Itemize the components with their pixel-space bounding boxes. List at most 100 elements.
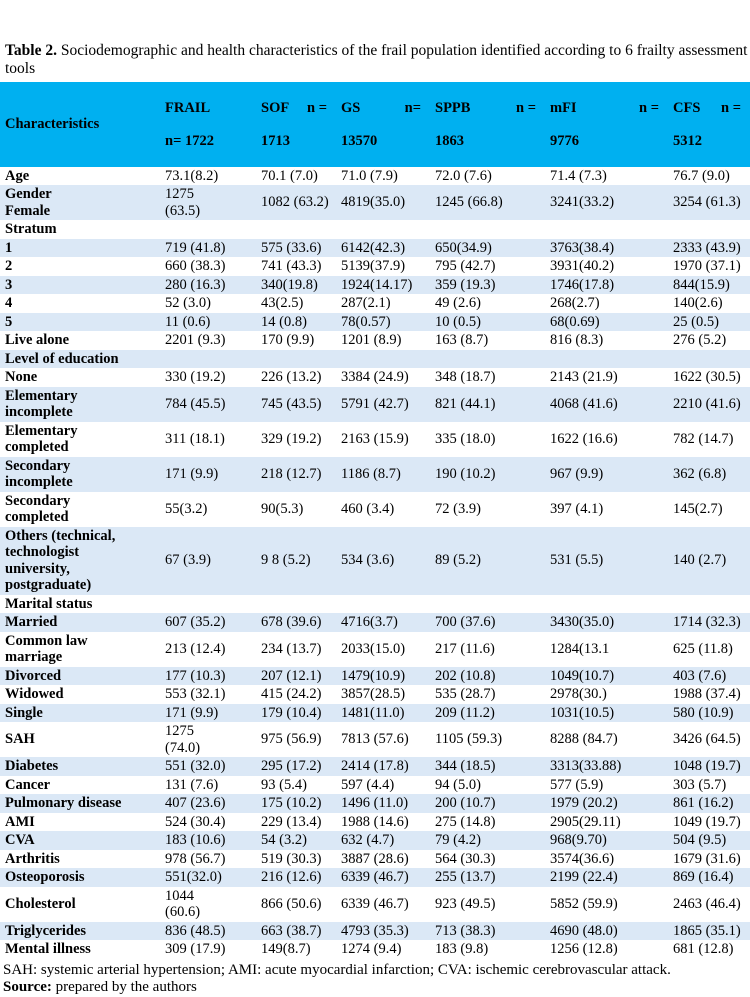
table-row: Gender Female 1275 (63.5) 1082 (63.2) 48… [0,185,750,220]
cell-value: 1714 (32.3) [673,614,741,630]
caption-text: Sociodemographic and health characterist… [5,42,748,77]
table-row: Elementary completed 311 (18.1) 329 (19.… [0,421,750,457]
cell-value: 1924(14.17) [341,276,413,293]
column-n-value: 1863 [435,132,464,149]
table-row: None 330 (19.2) 226 (13.2) 3384 (24.9) 3… [0,368,750,387]
column-name: GS [341,99,361,116]
cell-value: 1031(10.5) [550,704,615,721]
row-label: Mental illness [5,941,91,957]
cell-value: 1082 (63.2) [261,194,329,211]
cell-value [545,220,668,239]
table-row: Divorced 177 (10.3) 207 (12.1) 1479(10.9… [0,666,750,685]
cell-value: 577 (5.9) [550,776,604,793]
cell-value: 280 (16.3) [165,276,226,293]
cell-value: 6339 (46.7) [341,895,409,912]
cell-value: 295 (17.2) [261,758,322,774]
table-row: Stratum [0,220,750,239]
column-header: FRAIL n= 1722 [160,82,256,167]
table-row: Osteoporosis 551(32.0) 216 (12.6) 6339 (… [0,868,750,887]
cell-value: 1275 (74.0) [165,723,201,756]
cell-value: 2199 (22.4) [550,869,618,885]
cell-value: 4068 (41.6) [550,395,618,412]
cell-value: 3887 (28.6) [341,850,409,867]
cell-value: 2333 (43.9) [673,239,741,256]
cell-value: 795 (42.7) [435,258,496,274]
cell-value: 575 (33.6) [261,239,322,256]
cell-value: 68(0.69) [550,313,600,330]
cell-value: 140(2.6) [673,295,723,311]
table-row: Level of education [0,349,750,369]
cell-value: 89 (5.2) [435,552,481,569]
cell-value: 1049(10.7) [550,667,615,684]
cell-value: 190 (10.2) [435,465,496,482]
table-row: Common law marriage 213 (12.4) 234 (13.7… [0,631,750,667]
cell-value: 2210 (41.6) [673,395,741,412]
cell-value: 140 (2.7) [673,552,727,569]
table-row: 4 52 (3.0) 43(2.5) 287(2.1) 49 (2.6) 268… [0,294,750,313]
cell-value: 2163 (15.9) [341,430,409,447]
cell-value: 207 (12.1) [261,667,322,684]
row-label: Age [5,167,30,184]
cell-value [668,595,750,614]
cell-value: 2143 (21.9) [550,369,618,385]
cell-value: 625 (11.8) [673,640,733,657]
cell-value: 183 (9.8) [435,941,489,957]
cell-value: 1245 (66.8) [435,194,503,211]
column-header: GS n= 13570 [336,82,430,167]
cell-value: 43(2.5) [261,295,304,311]
cell-value: 14 (0.8) [261,313,307,330]
cell-value: 275 (14.8) [435,813,496,830]
cell-value: 70.1 (7.0) [261,167,318,184]
table-row: 1 719 (41.8) 575 (33.6) 6142(42.3) 650(3… [0,238,750,257]
cell-value: 524 (30.4) [165,813,226,830]
row-label: 2 [5,258,13,274]
cell-value: 209 (11.2) [435,704,495,721]
cell-value: 678 (39.6) [261,614,322,630]
cell-value: 1481(11.0) [341,704,405,721]
column-n-label: n = [516,99,536,116]
row-label: Pulmonary disease [5,795,122,811]
cell-value: 784 (45.5) [165,395,226,412]
cell-value: 719 (41.8) [165,239,226,256]
cell-value: 504 (9.5) [673,832,727,848]
column-n-value: 5312 [673,132,702,149]
column-name: SOF [261,99,290,116]
cell-value: 869 (16.4) [673,869,734,885]
cell-value [336,350,430,369]
cell-value: 218 (12.7) [261,465,322,482]
cell-value [160,350,256,369]
cell-value: 9 8 (5.2) [261,552,311,569]
column-n-label: n = [639,99,659,116]
cell-value: 52 (3.0) [165,295,211,311]
cell-value: 234 (13.7) [261,640,322,657]
row-label: Widowed [5,686,64,702]
cell-value: 2978(30.) [550,686,607,702]
cell-value: 2414 (17.8) [341,758,409,774]
cell-value: 217 (11.6) [435,640,495,657]
caption-label: Table 2. [5,42,57,59]
row-label: Common law marriage [5,632,88,666]
cell-value: 531 (5.5) [550,552,604,569]
cell-value: 2463 (46.4) [673,895,741,912]
row-label: Secondary incomplete [5,457,73,491]
cell-value: 287(2.1) [341,295,391,311]
cell-value [668,350,750,369]
cell-value: 551(32.0) [165,869,222,885]
table-row: Mental illness 309 (17.9) 149(8.7) 1274 … [0,940,750,959]
cell-value: 534 (3.6) [341,552,395,569]
column-n-value: 1713 [261,132,290,149]
source-note: Source: prepared by the authors [3,979,748,997]
cell-value: 782 (14.7) [673,430,734,447]
cell-value: 78(0.57) [341,313,391,330]
cell-value: 1274 (9.4) [341,941,402,957]
cell-value: 713 (38.3) [435,922,496,939]
source-text: prepared by the authors [51,979,197,995]
abbreviations-note: SAH: systemic arterial hypertension; AMI… [3,961,671,978]
row-label: None [5,369,38,385]
cell-value: 1048 (19.7) [673,758,741,774]
cell-value: 553 (32.1) [165,686,226,702]
cell-value: 340(19.8) [261,276,318,293]
cell-value [430,595,545,614]
cell-value: 268(2.7) [550,295,600,311]
cell-value: 1679 (31.6) [673,850,741,867]
